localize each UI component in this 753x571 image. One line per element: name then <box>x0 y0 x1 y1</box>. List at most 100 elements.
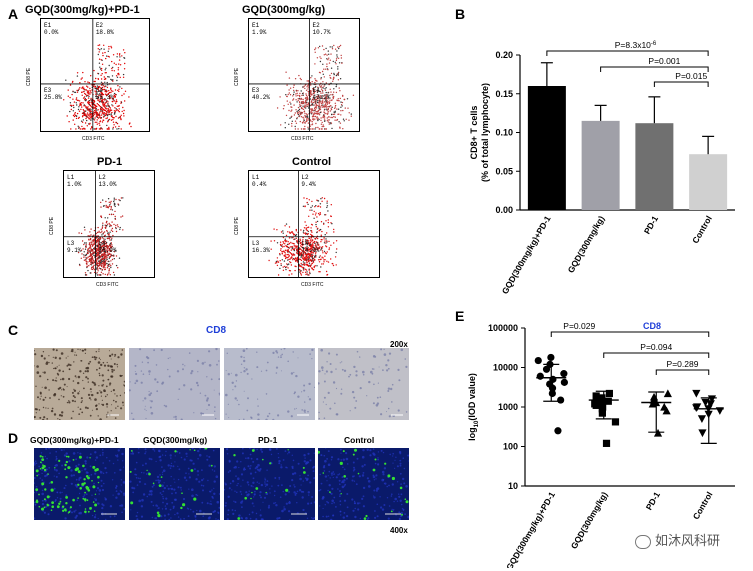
nucleus <box>61 491 63 493</box>
flow-y-axis-label: CD8 PE <box>49 216 56 236</box>
nucleus <box>346 506 349 509</box>
nucleus <box>392 455 394 457</box>
nucleus <box>211 489 213 491</box>
panel-label-a: A <box>8 6 19 22</box>
cd8-positive-cell <box>83 482 86 485</box>
ihc-stained-cell <box>81 400 83 402</box>
ihc-stained-cell <box>398 379 401 382</box>
cd8-positive-cell <box>94 503 98 507</box>
nucleus <box>170 487 174 491</box>
ihc-stained-cell <box>34 416 35 419</box>
ihc-stained-cell <box>135 379 139 383</box>
ihc-stained-cell <box>377 382 379 384</box>
ihc-stained-cell <box>98 357 101 359</box>
ihc-stained-cell <box>257 413 260 416</box>
nucleus <box>152 448 155 451</box>
nucleus <box>259 514 262 517</box>
ihc-stained-cell <box>91 381 94 384</box>
nucleus <box>327 489 329 492</box>
nucleus <box>206 455 208 457</box>
flow-y-axis-label: CD8 PE <box>234 67 241 87</box>
ihc-stained-cell <box>95 356 98 359</box>
x-tick-label: PD-1 <box>642 214 660 236</box>
ihc-stained-cell <box>153 349 155 352</box>
nucleus <box>40 452 43 454</box>
quadrant-label: L3 9.1% <box>67 240 81 254</box>
ihc-stained-cell <box>101 384 104 387</box>
cd8-positive-cell <box>193 497 197 501</box>
ihc-stained-cell <box>391 383 394 386</box>
x-tick-label: GQD(300mg/kg) <box>566 214 607 275</box>
ihc-stained-cell <box>34 350 35 352</box>
nucleus <box>167 513 170 516</box>
ihc-stained-cell <box>370 370 373 374</box>
ihc-stained-cell <box>116 395 118 397</box>
nucleus <box>198 480 201 483</box>
ihc-stained-cell <box>275 350 278 353</box>
nucleus <box>174 498 177 501</box>
ihc-stained-cell <box>100 391 103 394</box>
nucleus <box>172 505 175 508</box>
nucleus <box>311 517 313 519</box>
ihc-stained-cell <box>103 364 107 367</box>
ihc-stained-cell <box>339 362 341 364</box>
fluorescence-tile <box>34 448 125 520</box>
ihc-stained-cell <box>227 403 229 405</box>
nucleus <box>120 491 123 493</box>
nucleus <box>48 466 51 469</box>
panel-label-d: D <box>8 430 19 446</box>
cd8-positive-cell <box>64 468 67 471</box>
flow-scatter <box>64 171 154 277</box>
ihc-stained-cell <box>215 348 218 351</box>
nucleus <box>215 518 217 520</box>
nucleus <box>161 484 164 487</box>
cd8-positive-cell <box>352 453 355 456</box>
nucleus <box>212 497 214 499</box>
nucleus <box>254 490 256 493</box>
ihc-stained-cell <box>100 395 102 397</box>
ihc-stained-cell <box>85 367 88 370</box>
nucleus <box>130 509 132 511</box>
cd8-positive-cell <box>77 483 80 486</box>
nucleus <box>88 475 91 477</box>
ihc-stained-cell <box>296 407 297 409</box>
ihc-stained-cell <box>294 408 296 410</box>
ihc-stained-cell <box>84 370 87 373</box>
ihc-stained-cell <box>87 393 91 396</box>
ihc-stained-cell <box>57 418 59 420</box>
data-point <box>663 389 672 398</box>
nucleus <box>265 483 269 486</box>
nucleus <box>337 488 339 490</box>
nucleus <box>256 448 258 451</box>
cd8-positive-cell <box>84 500 87 502</box>
ihc-stained-cell <box>87 381 89 383</box>
nucleus <box>389 453 391 456</box>
data-point <box>547 353 555 362</box>
nucleus <box>276 448 278 450</box>
nucleus <box>266 480 269 482</box>
nucleus <box>306 477 309 481</box>
ihc-stained-cell <box>38 409 41 411</box>
ihc-stained-cell <box>68 400 70 402</box>
quadrant-id: E2 <box>95 22 104 29</box>
nucleus <box>241 500 244 502</box>
nucleus <box>37 473 40 476</box>
ihc-stained-cell <box>111 404 113 406</box>
nucleus <box>352 475 354 478</box>
data-point <box>697 415 707 423</box>
nucleus <box>242 468 246 471</box>
nucleus <box>252 481 255 484</box>
nucleus <box>352 509 355 512</box>
nucleus <box>264 485 267 487</box>
nucleus <box>369 449 372 452</box>
ihc-stained-cell <box>58 364 60 366</box>
nucleus <box>225 502 227 504</box>
ihc-stained-cell <box>246 409 249 412</box>
data-point <box>605 389 613 398</box>
cd8-positive-cell <box>46 504 50 507</box>
cd8-positive-cell <box>339 461 343 465</box>
ihc-stained-cell <box>141 361 144 363</box>
nucleus <box>279 496 282 498</box>
nucleus <box>208 455 211 458</box>
